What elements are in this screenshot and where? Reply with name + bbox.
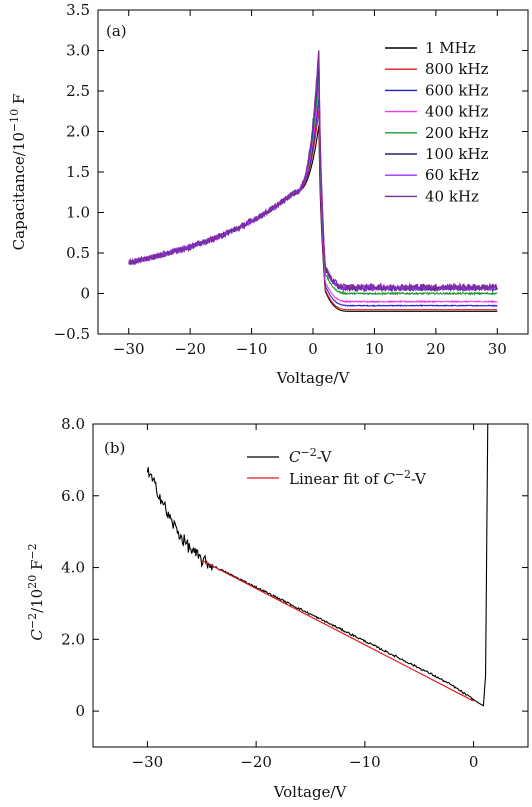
y-tick-label-a: 2.0 — [66, 123, 90, 141]
x-tick-label-a: 10 — [365, 340, 384, 358]
y-tick-label-b: 6.0 — [61, 487, 85, 505]
y-tick-label-a: 0.5 — [66, 244, 90, 262]
legend-label-a: 40 kHz — [425, 187, 479, 205]
x-tick-label-b: 0 — [469, 753, 479, 771]
y-tick-label-b: 2.0 — [61, 630, 85, 648]
y-tick-label-a: 0 — [80, 285, 90, 303]
y-tick-label-a: 3.0 — [66, 42, 90, 60]
y-tick-label-b: 4.0 — [61, 559, 85, 577]
y-axis-label-a: Capacitance/10−10 F — [8, 94, 28, 251]
x-tick-label-b: −30 — [132, 753, 164, 771]
legend-label-a: 600 kHz — [425, 81, 489, 99]
x-tick-label-a: 0 — [308, 340, 318, 358]
x-tick-label-b: −10 — [349, 753, 381, 771]
x-axis-label-a: Voltage/V — [276, 369, 351, 387]
y-tick-label-a: 1.0 — [66, 204, 90, 222]
x-axis-label-b: Voltage/V — [273, 783, 348, 801]
y-tick-label-a: 2.5 — [66, 82, 90, 100]
x-tick-label-a: −10 — [236, 340, 268, 358]
legend-label-a: 100 kHz — [425, 145, 489, 163]
y-tick-label-a: 1.5 — [66, 163, 90, 181]
x-tick-label-a: 20 — [426, 340, 445, 358]
legend-b: C−2-V Linear fit of C−2-V — [247, 446, 427, 488]
x-tick-label-a: 30 — [488, 340, 507, 358]
series-line-fit — [202, 560, 474, 701]
legend-label-a: 60 kHz — [425, 166, 479, 184]
y-tick-label-b: 8.0 — [61, 415, 85, 433]
x-tick-label-a: −30 — [113, 340, 145, 358]
legend-label-a: 800 kHz — [425, 60, 489, 78]
legend-label-fit: Linear fit of C−2-V — [289, 468, 427, 488]
legend-label-a: 400 kHz — [425, 103, 489, 121]
x-tick-label-b: −20 — [240, 753, 272, 771]
legend-label-a: 1 MHz — [425, 39, 476, 57]
y-tick-label-a: −0.5 — [54, 325, 90, 343]
y-axis-label-b: C−2/1020 F−2 — [26, 543, 46, 640]
legend-label-a: 200 kHz — [425, 124, 489, 142]
panel-a: (a) −30 −20 −10 0 10 20 30 −0.5 0 0.5 1.0 1.5 2.0 2.… — [8, 1, 528, 387]
series-line-data — [147, 424, 487, 706]
legend-label-data: C−2-V — [289, 446, 333, 466]
x-tick-label-a: −20 — [174, 340, 206, 358]
panel-b: (b) −30 −20 −10 0 0 2.0 4.0 6.0 8.0 C−2-V Linea… — [26, 415, 528, 801]
legend-a: 1 MHz 800 kHz 600 kHz 400 kHz 200 kHz 100 kHz… — [385, 39, 489, 205]
y-tick-label-a: 3.5 — [66, 1, 90, 19]
panel-label-b: (b) — [104, 439, 125, 457]
y-tick-label-b: 0 — [75, 702, 85, 720]
panel-label-a: (a) — [106, 22, 127, 40]
